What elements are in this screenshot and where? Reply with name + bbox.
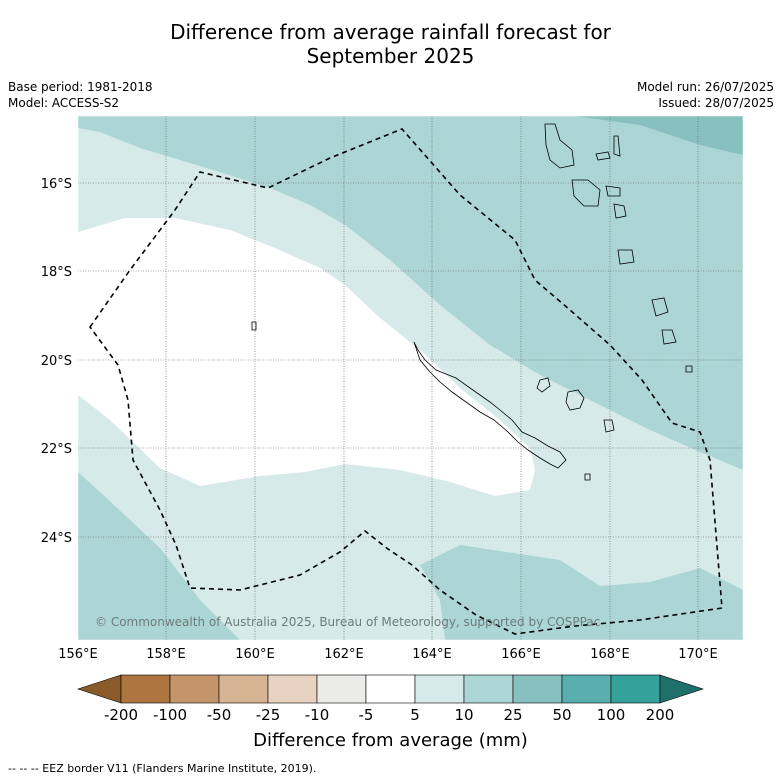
colorbar-swatch [561,674,612,704]
colorbar-tick-label: 5 [410,706,420,724]
colorbar-tick-label: 10 [454,706,473,724]
colorbar-swatch [218,674,269,704]
colorbar-swatch [463,674,514,704]
vanuatu-island [595,151,611,161]
colorbar-swatch [414,674,465,704]
colorbar-tick-label: 50 [552,706,571,724]
lon-label: 158°E [146,647,186,662]
vanuatu-island [544,123,575,169]
colorbar-tick-label: 200 [646,706,675,724]
colorbar-swatch [169,674,220,704]
colorbar-tick-label: -10 [305,706,330,724]
lon-label: 164°E [412,647,452,662]
loyalty-island [603,419,615,433]
lat-label: 24°S [41,531,72,546]
band-neutral [78,218,535,496]
colorbar-swatch [316,674,367,704]
small-island [584,473,591,481]
colorbar-tick-label: 100 [597,706,626,724]
colorbar-swatch [120,674,171,704]
colorbar-swatch [267,674,318,704]
lon-label: 166°E [501,647,541,662]
colorbar-tick-label: -50 [207,706,232,724]
colorbar-tick-label: -200 [104,706,138,724]
colorbar-swatch [512,674,563,704]
colorbar-tick-label: -100 [153,706,187,724]
chesterfield-islet [251,321,257,331]
eez-footnote: -- -- -- EEZ border V11 (Flanders Marine… [8,762,317,775]
lat-label: 20°S [41,354,72,369]
eez-border [89,128,723,635]
lon-label: 156°E [58,647,98,662]
map-title-line1: Difference from average rainfall forecas… [170,20,611,44]
lon-label: 160°E [235,647,275,662]
colorbar-extend-high [659,674,704,704]
loyalty-island [565,389,585,411]
vanuatu-island [617,249,635,265]
issued-date: Issued: 28/07/2025 [658,96,774,110]
vanuatu-island [571,179,601,207]
vanuatu-island [661,329,677,345]
colorbar-swatch [365,674,416,704]
base-period: Base period: 1981-2018 [8,80,153,94]
colorbar-extend-low [77,674,122,704]
map-frame [77,115,744,641]
copyright-credit: © Commonwealth of Australia 2025, Bureau… [95,615,600,629]
band-25-50 [575,116,743,155]
vanuatu-island [613,135,621,157]
loyalty-island [536,377,551,393]
lat-label: 22°S [41,442,72,457]
lon-label: 168°E [590,647,630,662]
colorbar-tick-label: -25 [256,706,281,724]
vanuatu-island [651,297,669,317]
vanuatu-island [613,203,627,219]
colorbar-tick-label: 25 [503,706,522,724]
colorbar-swatch [610,674,661,704]
colorbar-tick-label: -5 [359,706,374,724]
new-caledonia-island [413,341,567,469]
lat-label: 16°S [41,177,72,192]
vanuatu-island [605,185,621,197]
lon-label: 162°E [324,647,364,662]
model-name: Model: ACCESS-S2 [8,96,120,110]
colorbar: -200 -100 -50 -25 -10 -5 5 10 25 50 100 200 [77,674,704,724]
colorbar-title: Difference from average (mm) [253,730,528,751]
model-run-date: Model run: 26/07/2025 [636,80,774,94]
map-title-line2: September 2025 [306,44,475,68]
small-island [685,365,693,373]
graticule [78,116,743,640]
lat-label: 18°S [41,265,72,280]
rainfall-map [78,116,743,640]
lon-label: 170°E [678,647,718,662]
